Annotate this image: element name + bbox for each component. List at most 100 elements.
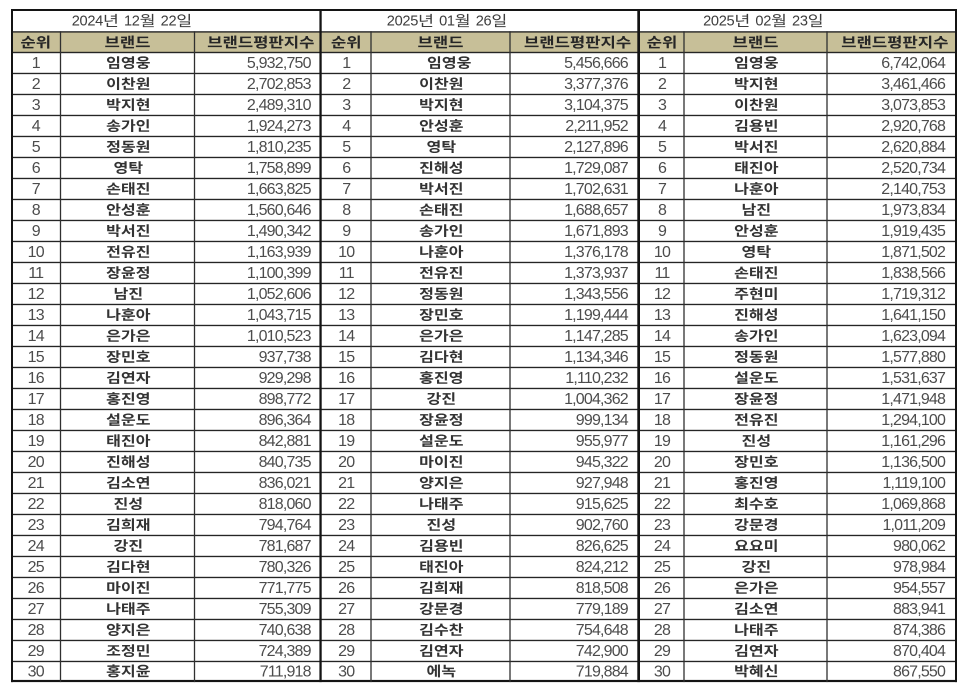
svg-text:2,702,853: 2,702,853 xyxy=(247,76,312,93)
svg-text:1,810,235: 1,810,235 xyxy=(247,139,312,156)
svg-text:742,900: 742,900 xyxy=(576,643,629,660)
svg-text:1,069,868: 1,069,868 xyxy=(881,496,946,513)
svg-text:4: 4 xyxy=(658,118,667,135)
svg-text:794,764: 794,764 xyxy=(259,517,312,534)
svg-text:3,073,853: 3,073,853 xyxy=(881,97,946,114)
svg-text:9: 9 xyxy=(342,223,351,240)
svg-text:12: 12 xyxy=(654,286,671,303)
svg-text:1: 1 xyxy=(658,55,667,72)
svg-text:874,386: 874,386 xyxy=(893,622,946,639)
svg-text:1,973,834: 1,973,834 xyxy=(881,202,946,219)
svg-text:22: 22 xyxy=(338,496,355,513)
svg-text:25: 25 xyxy=(654,559,671,576)
svg-text:2024: 2024 xyxy=(72,13,103,29)
svg-text:1: 1 xyxy=(342,55,351,72)
svg-text:898,772: 898,772 xyxy=(259,391,312,408)
svg-text:1,119,100: 1,119,100 xyxy=(882,475,946,492)
svg-text:1,294,100: 1,294,100 xyxy=(881,412,946,429)
svg-text:11: 11 xyxy=(28,265,44,282)
svg-text:929,298: 929,298 xyxy=(259,370,312,387)
svg-text:755,309: 755,309 xyxy=(259,601,312,618)
svg-text:978,984: 978,984 xyxy=(893,559,946,576)
svg-text:2,127,896: 2,127,896 xyxy=(564,139,629,156)
svg-text:2,489,310: 2,489,310 xyxy=(247,97,312,114)
svg-text:27: 27 xyxy=(28,601,45,618)
svg-text:1,004,362: 1,004,362 xyxy=(564,391,629,408)
svg-text:1,136,500: 1,136,500 xyxy=(881,454,946,471)
svg-text:3: 3 xyxy=(342,97,351,114)
svg-text:1,043,715: 1,043,715 xyxy=(247,307,312,324)
svg-text:883,941: 883,941 xyxy=(893,601,946,618)
svg-text:21: 21 xyxy=(28,475,45,492)
svg-text:02: 02 xyxy=(755,13,771,29)
svg-text:2,520,734: 2,520,734 xyxy=(881,160,946,177)
svg-text:826,625: 826,625 xyxy=(576,538,629,555)
svg-text:9: 9 xyxy=(32,223,41,240)
svg-text:5,932,750: 5,932,750 xyxy=(247,55,312,72)
svg-text:771,775: 771,775 xyxy=(259,580,312,597)
svg-text:1,011,209: 1,011,209 xyxy=(882,517,946,534)
svg-text:1,924,273: 1,924,273 xyxy=(247,118,312,135)
svg-text:1,577,880: 1,577,880 xyxy=(881,349,946,366)
svg-text:927,948: 927,948 xyxy=(576,475,629,492)
svg-text:26: 26 xyxy=(338,580,355,597)
svg-text:1,688,657: 1,688,657 xyxy=(564,202,629,219)
svg-text:5: 5 xyxy=(32,139,41,156)
svg-text:1,490,342: 1,490,342 xyxy=(247,223,312,240)
svg-text:1,376,178: 1,376,178 xyxy=(564,244,629,261)
svg-text:14: 14 xyxy=(338,328,355,345)
svg-text:754,648: 754,648 xyxy=(576,622,629,639)
svg-text:24: 24 xyxy=(338,538,355,555)
svg-text:17: 17 xyxy=(338,391,355,408)
svg-text:2,920,768: 2,920,768 xyxy=(881,118,946,135)
svg-text:10: 10 xyxy=(28,244,45,261)
svg-text:2,140,753: 2,140,753 xyxy=(881,181,946,198)
svg-text:836,021: 836,021 xyxy=(259,475,312,492)
svg-text:10: 10 xyxy=(338,244,355,261)
svg-text:28: 28 xyxy=(654,622,671,639)
svg-text:23: 23 xyxy=(792,13,808,29)
svg-text:1,147,285: 1,147,285 xyxy=(564,328,629,345)
svg-text:2025: 2025 xyxy=(387,13,418,29)
svg-text:3: 3 xyxy=(658,97,667,114)
svg-text:6,742,064: 6,742,064 xyxy=(881,55,946,72)
svg-text:1,110,232: 1,110,232 xyxy=(565,370,629,387)
svg-text:1,163,939: 1,163,939 xyxy=(247,244,312,261)
svg-text:16: 16 xyxy=(338,370,355,387)
svg-text:14: 14 xyxy=(28,328,45,345)
svg-text:1,758,899: 1,758,899 xyxy=(247,160,312,177)
svg-text:8: 8 xyxy=(32,202,41,219)
svg-text:1,729,087: 1,729,087 xyxy=(564,160,629,177)
svg-text:1,052,606: 1,052,606 xyxy=(247,286,312,303)
svg-text:4: 4 xyxy=(32,118,41,135)
svg-text:26: 26 xyxy=(654,580,671,597)
svg-text:1,010,523: 1,010,523 xyxy=(247,328,312,345)
svg-text:01: 01 xyxy=(439,13,455,29)
svg-text:18: 18 xyxy=(654,412,671,429)
svg-text:870,404: 870,404 xyxy=(893,643,946,660)
svg-text:21: 21 xyxy=(654,475,671,492)
svg-text:1,100,399: 1,100,399 xyxy=(247,265,312,282)
svg-text:5,456,666: 5,456,666 xyxy=(564,55,629,72)
svg-text:27: 27 xyxy=(338,601,355,618)
svg-text:896,364: 896,364 xyxy=(259,412,312,429)
svg-text:1,531,637: 1,531,637 xyxy=(881,370,946,387)
svg-text:19: 19 xyxy=(338,433,355,450)
svg-text:937,738: 937,738 xyxy=(259,349,312,366)
svg-text:3,461,466: 3,461,466 xyxy=(881,76,946,93)
svg-text:4: 4 xyxy=(342,118,351,135)
svg-text:1,161,296: 1,161,296 xyxy=(881,433,946,450)
svg-text:8: 8 xyxy=(658,202,667,219)
svg-text:30: 30 xyxy=(654,663,671,680)
svg-text:1,623,094: 1,623,094 xyxy=(881,328,946,345)
svg-text:21: 21 xyxy=(338,475,355,492)
svg-text:9: 9 xyxy=(658,223,667,240)
svg-text:1,641,150: 1,641,150 xyxy=(881,307,946,324)
svg-text:20: 20 xyxy=(338,454,355,471)
svg-text:818,060: 818,060 xyxy=(259,496,312,513)
svg-text:24: 24 xyxy=(28,538,45,555)
svg-text:1,919,435: 1,919,435 xyxy=(881,223,946,240)
svg-text:1,373,937: 1,373,937 xyxy=(564,265,629,282)
svg-text:955,977: 955,977 xyxy=(576,433,629,450)
svg-text:19: 19 xyxy=(28,433,45,450)
